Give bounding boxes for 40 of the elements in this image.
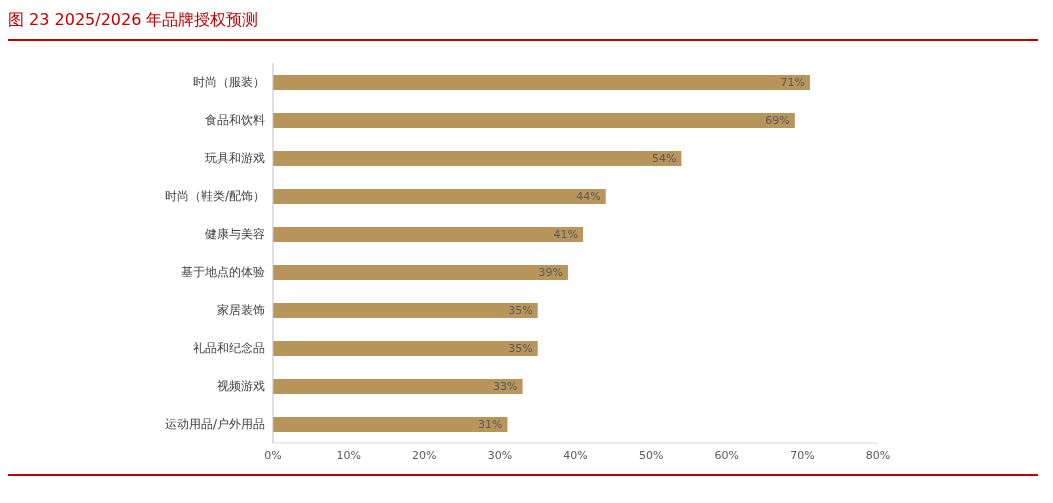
bar: [273, 303, 538, 318]
data-label: 69%: [765, 114, 790, 128]
bar: [273, 265, 568, 280]
data-label: 54%: [651, 152, 677, 166]
y-tick-label: 食品和饮料: [205, 113, 265, 128]
y-tick-label: 基于地点的体验: [181, 265, 265, 280]
x-tick-label: 0%: [264, 448, 282, 462]
bar: [273, 379, 523, 394]
x-tick-label: 30%: [487, 448, 513, 462]
y-tick-label: 礼品和纪念品: [193, 341, 265, 356]
x-tick-label: 10%: [336, 448, 361, 462]
bar: [273, 151, 682, 166]
x-tick-label: 70%: [790, 448, 815, 462]
x-tick-label: 60%: [714, 448, 739, 462]
y-tick-label: 家居装饰: [217, 303, 265, 318]
data-label: 35%: [508, 342, 533, 356]
data-label: 39%: [538, 266, 563, 280]
x-tick-label: 50%: [638, 448, 664, 462]
data-label: 41%: [553, 228, 579, 242]
bar: [273, 75, 810, 90]
y-tick-label: 时尚（鞋类/配饰）: [164, 189, 265, 204]
y-tick-label: 视频游戏: [217, 379, 265, 394]
y-tick-label: 运动用品/户外用品: [164, 417, 265, 432]
data-label: 71%: [780, 76, 805, 90]
bar: [273, 341, 538, 356]
bar: [273, 227, 584, 242]
text: 图 23 2025/2026 年品牌授权预测: [8, 10, 259, 31]
x-tick-label: 40%: [563, 448, 588, 462]
bar: [273, 113, 795, 128]
bar: [273, 189, 606, 204]
x-tick-label: 80%: [865, 448, 891, 462]
x-tick-label: 20%: [412, 448, 437, 462]
y-tick-label: 时尚（服装）: [193, 75, 265, 90]
data-label: 31%: [477, 418, 503, 432]
data-label: 44%: [576, 190, 601, 204]
data-label: 33%: [493, 380, 518, 394]
bar: [273, 417, 508, 432]
y-tick-label: 玩具和游戏: [205, 151, 265, 166]
y-tick-label: 健康与美容: [205, 227, 265, 242]
data-label: 35%: [508, 304, 533, 318]
